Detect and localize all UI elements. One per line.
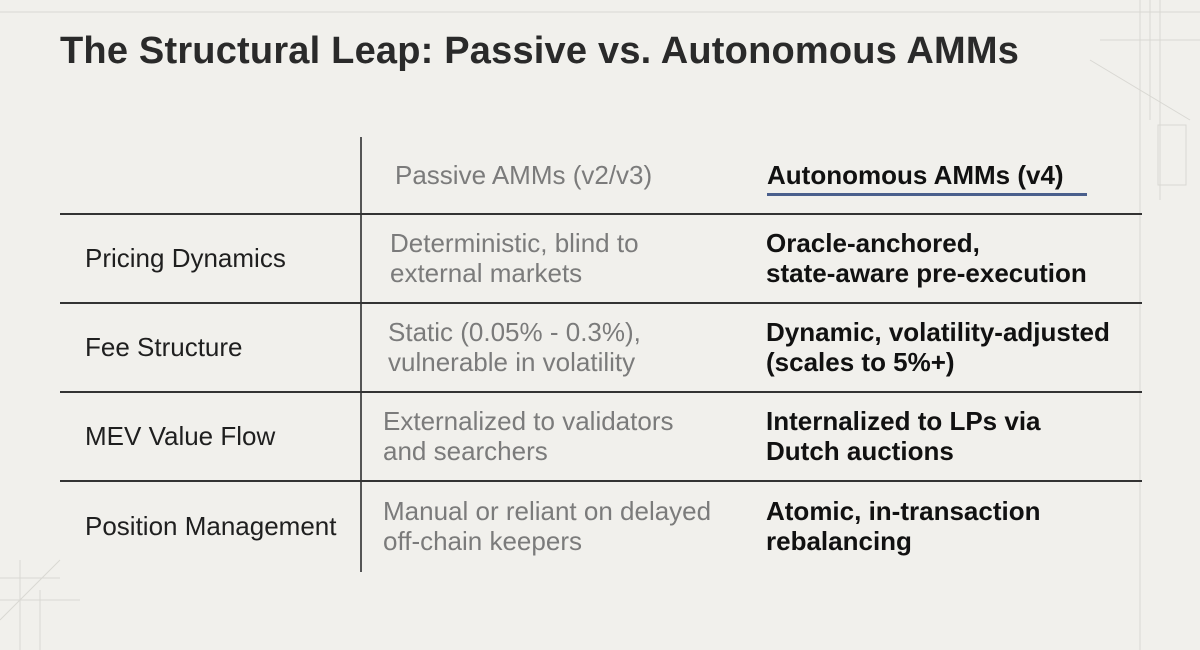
row-divider xyxy=(60,480,1142,482)
page-title: The Structural Leap: Passive vs. Autonom… xyxy=(60,30,1020,72)
cell-line: Static (0.05% - 0.3%), xyxy=(388,317,641,347)
cell-line: Dutch auctions xyxy=(766,436,954,466)
row-divider xyxy=(60,391,1142,393)
row-label-position-management: Position Management xyxy=(85,511,337,541)
cell-line: (scales to 5%+) xyxy=(766,347,955,377)
autonomous-cell-fee: Dynamic, volatility-adjusted (scales to … xyxy=(766,317,1136,377)
passive-cell-position: Manual or reliant on delayed off-chain k… xyxy=(383,496,743,556)
cell-line: vulnerable in volatility xyxy=(388,347,636,377)
row-label-fee-structure: Fee Structure xyxy=(85,332,243,362)
row-label-pricing-dynamics: Pricing Dynamics xyxy=(85,243,286,273)
cell-line: off-chain keepers xyxy=(383,526,582,556)
cell-line: Dynamic, volatility-adjusted xyxy=(766,317,1110,347)
passive-cell-mev: Externalized to validators and searchers xyxy=(383,406,743,466)
cell-line: Externalized to validators xyxy=(383,406,674,436)
column-divider xyxy=(360,137,362,572)
cell-line: external markets xyxy=(390,258,583,288)
cell-line: Deterministic, blind to xyxy=(390,228,639,258)
cell-line: state-aware pre-execution xyxy=(766,258,1087,288)
autonomous-cell-position: Atomic, in-transaction rebalancing xyxy=(766,496,1136,556)
header-underline xyxy=(767,193,1087,196)
cell-line: and searchers xyxy=(383,436,548,466)
header-autonomous-amms: Autonomous AMMs (v4) xyxy=(767,160,1064,190)
header-passive-amms: Passive AMMs (v2/v3) xyxy=(395,160,653,190)
row-label-mev-value-flow: MEV Value Flow xyxy=(85,421,276,451)
cell-line: Manual or reliant on delayed xyxy=(383,496,712,526)
autonomous-cell-pricing: Oracle-anchored, state-aware pre-executi… xyxy=(766,228,1136,288)
cell-line: rebalancing xyxy=(766,526,912,556)
cell-line: Internalized to LPs via xyxy=(766,406,1041,436)
autonomous-cell-mev: Internalized to LPs via Dutch auctions xyxy=(766,406,1136,466)
passive-cell-pricing: Deterministic, blind to external markets xyxy=(390,228,750,288)
passive-cell-fee: Static (0.05% - 0.3%), vulnerable in vol… xyxy=(388,317,748,377)
cell-line: Oracle-anchored, xyxy=(766,228,980,258)
row-divider xyxy=(60,302,1142,304)
cell-line: Atomic, in-transaction xyxy=(766,496,1041,526)
row-divider xyxy=(60,213,1142,215)
